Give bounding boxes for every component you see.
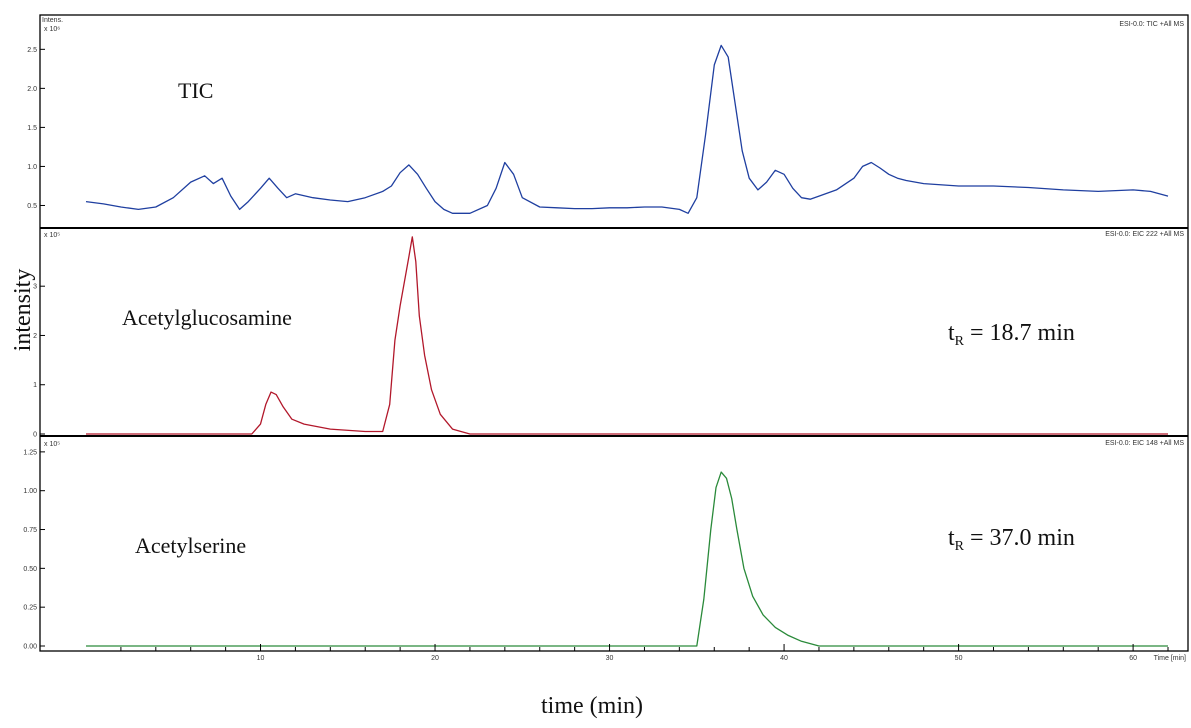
panel-3-y-tick-label: 0.00 <box>23 644 37 651</box>
panel-2-y-tick-label: 3 <box>33 284 37 291</box>
panel-2-y-tick-label: 0 <box>33 432 37 439</box>
chart-marks: 0.5 1.0 1.5 2.0 2.5 0 1 2 3 0.00 0.25 0.50 0.75 1.00 1… <box>23 44 1169 662</box>
panel-1-axis-title: Intens. <box>42 17 63 24</box>
panel-1-y-tick-label: 2.5 <box>27 47 37 54</box>
x-tick-label: 40 <box>780 655 788 662</box>
panel-3-trace-line <box>86 471 1168 647</box>
panel-2-trace-label: ESI-0.0: EIC 222 +All MS <box>1105 231 1184 238</box>
panel-2-multiplier: x 10⁵ <box>44 232 60 239</box>
plot-frame <box>39 14 1189 652</box>
x-tick-label: 60 <box>1129 655 1137 662</box>
panel-3-trace-label: ESI-0.0: EIC 148 +All MS <box>1105 440 1184 447</box>
x-tick-label: 10 <box>257 655 265 662</box>
panel-2-retention-annotation: tR = 18.7 min <box>948 320 1075 349</box>
x-axis-label: time (min) <box>541 693 643 719</box>
panel-3-y-tick-label: 1.25 <box>23 449 37 456</box>
panel-3-y-tick-label: 1.00 <box>23 488 37 495</box>
panel-1-y-tick-label: 0.5 <box>27 203 37 210</box>
x-tick-label: 30 <box>606 655 614 662</box>
panel-1-y-tick-label: 2.0 <box>27 86 37 93</box>
panel-1-y-tick-label: 1.5 <box>27 125 37 132</box>
y-axis-label: intensity <box>10 269 36 352</box>
panel-1-trace-line <box>85 44 1169 214</box>
panel-1-multiplier: x 10⁶ <box>44 26 60 33</box>
panel-3-y-tick-label: 0.50 <box>23 566 37 573</box>
panel-2-trace-line <box>86 236 1168 435</box>
panel-3-y-tick-label: 0.25 <box>23 605 37 612</box>
x-tick-label: 20 <box>431 655 439 662</box>
panel-1-trace-label: ESI-0.0: TIC +All MS <box>1119 21 1184 28</box>
x-axis-unit-label: Time [min] <box>1154 655 1186 662</box>
panel-3-label: Acetylserine <box>135 533 246 558</box>
panel-3-y-tick-label: 0.75 <box>23 527 37 534</box>
panel-2-y-tick-label: 1 <box>33 382 37 389</box>
panel-3-multiplier: x 10⁵ <box>44 441 60 448</box>
panel-1-y-tick-label: 1.0 <box>27 164 37 171</box>
panel-2-label: Acetylglucosamine <box>122 305 292 330</box>
panel-1-label: TIC <box>178 78 213 103</box>
x-tick-label: 50 <box>955 655 963 662</box>
panel-2-y-tick-label: 2 <box>33 333 37 340</box>
panel-3-retention-annotation: tR = 37.0 min <box>948 525 1075 554</box>
